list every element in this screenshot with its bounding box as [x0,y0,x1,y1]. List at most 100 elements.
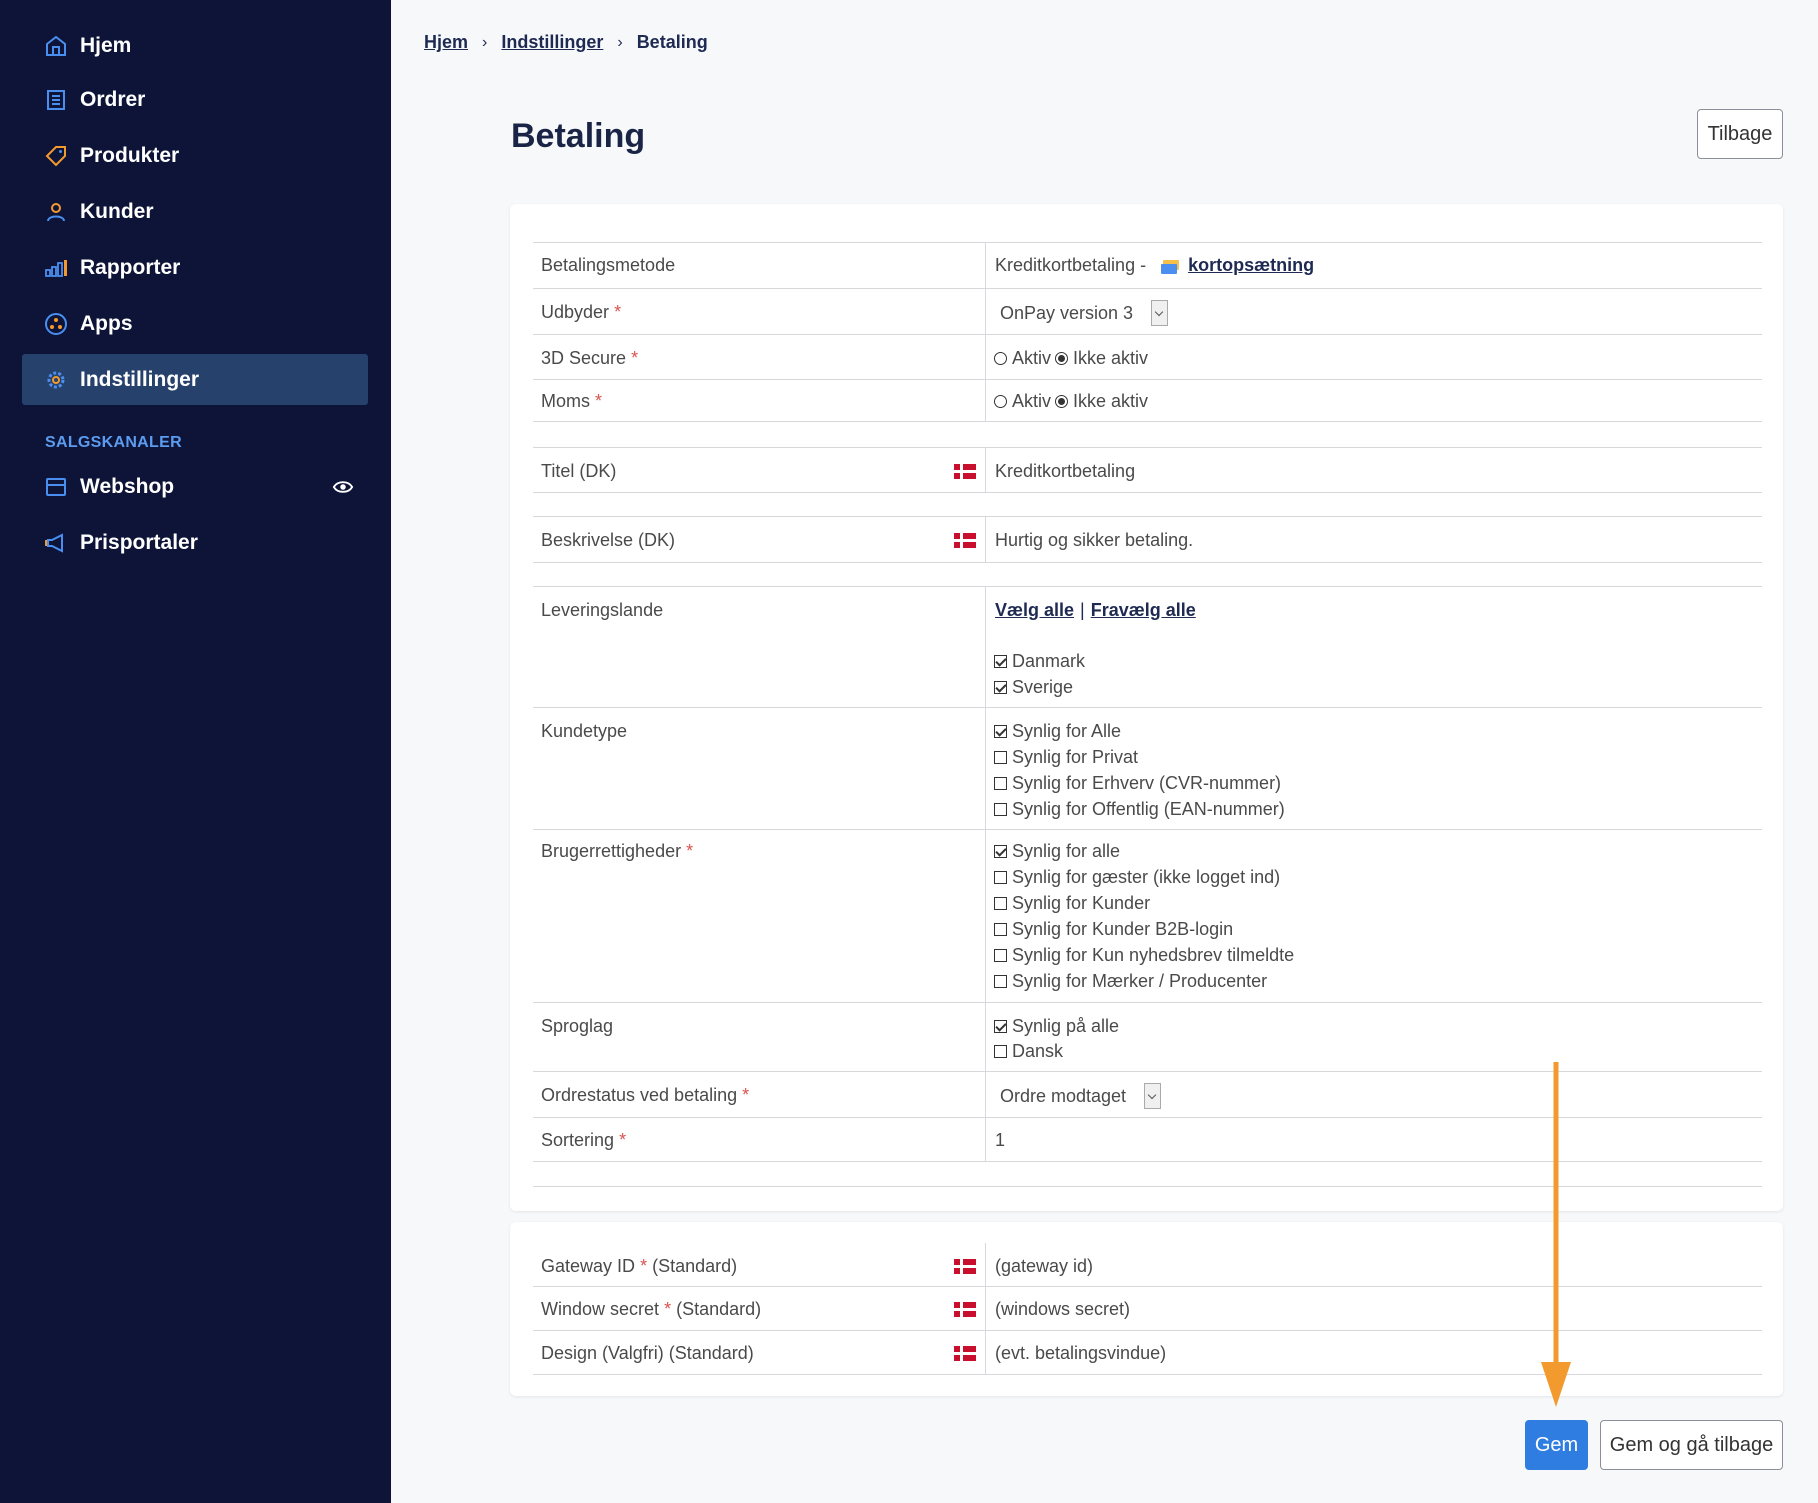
secure3d-options: Aktiv Ikke aktiv [994,348,1148,369]
vat-radio-active[interactable] [994,395,1007,408]
secure3d-radio-inactive[interactable] [1055,352,1069,365]
checkbox[interactable] [994,725,1007,738]
title-input[interactable]: Kreditkortbetaling [995,461,1136,481]
checkbox[interactable] [994,949,1007,962]
user-rights-label: Brugerrettigheder * [541,841,693,862]
card-setup-link[interactable]: kortopsætning [1188,255,1315,275]
breadcrumb-link-hjem[interactable]: Hjem [424,32,469,52]
gateway-id-label: Gateway ID * (Standard) [541,1256,737,1277]
checkbox-label: Synlig for Privat [1012,747,1139,767]
user-rights-option[interactable]: Synlig for Kun nyhedsbrev tilmeldte [994,945,1294,966]
checkbox-label: Sverige [1012,677,1074,697]
checkbox-label: Synlig for Kun nyhedsbrev tilmeldte [1012,945,1295,965]
sidebar-item-apps[interactable]: Apps [22,298,368,349]
sidebar-item-ordrer[interactable]: Ordrer [22,74,368,125]
required-marker: * [640,1256,648,1276]
sidebar-item-webshop[interactable]: Webshop [22,461,368,512]
sidebar-item-label: Prisportaler [80,530,198,554]
secure3d-label: 3D Secure * [541,348,638,369]
sorting-input[interactable]: 1 [995,1130,1006,1150]
sidebar-item-produkter[interactable]: Produkter [22,130,368,181]
description-input[interactable]: Hurtig og sikker betaling. [995,530,1194,550]
link-separator: | [1080,600,1085,620]
checkbox-label: Dansk [1012,1041,1064,1061]
checkbox[interactable] [994,751,1007,764]
sidebar-item-hjem[interactable]: Hjem [22,20,368,71]
window-secret-input[interactable]: (windows secret) [995,1299,1131,1319]
sidebar-item-kunder[interactable]: Kunder [22,186,368,237]
breadcrumb-link-indstillinger[interactable]: Indstillinger [501,32,604,52]
chevron-right-icon: › [482,33,488,51]
language-option[interactable]: Dansk [994,1041,1063,1062]
danish-flag-icon [954,464,976,479]
select-all-link[interactable]: Vælg alle [995,600,1075,620]
required-marker: * [595,391,603,411]
sidebar-item-rapporter[interactable]: Rapporter [22,242,368,293]
sidebar-item-label: Rapporter [80,255,181,279]
sidebar: Hjem Ordrer Produkter Kunder Rapporter A… [0,0,391,1503]
back-button[interactable]: Tilbage [1697,109,1783,159]
checkbox[interactable] [994,803,1007,816]
section-label-salgskanaler: SALGSKANALER [45,434,182,451]
vat-options: Aktiv Ikke aktiv [994,391,1148,412]
customer-type-option[interactable]: Synlig for Privat [994,747,1138,768]
gateway-id-input[interactable]: (gateway id) [995,1256,1094,1276]
danish-flag-icon [954,1346,976,1361]
checkbox-label: Synlig for Alle [1012,721,1122,741]
checkbox[interactable] [994,777,1007,790]
label-suffix: (Standard) [652,1256,738,1276]
country-option[interactable]: Danmark [994,651,1085,672]
deselect-all-link[interactable]: Fravælg alle [1090,600,1196,620]
radio-label: Aktiv [1012,391,1052,411]
sidebar-item-label: Kunder [80,199,154,223]
save-button[interactable]: Gem [1525,1420,1588,1470]
checkbox[interactable] [994,681,1007,694]
checkbox-label: Synlig på alle [1012,1016,1120,1036]
sorting-label: Sortering * [541,1130,626,1151]
required-marker: * [631,348,639,368]
checkbox-label: Synlig for Offentlig (EAN-nummer) [1012,799,1285,819]
required-marker: * [742,1085,750,1105]
design-input[interactable]: (evt. betalingsvindue) [995,1343,1167,1363]
arrow-down-icon [1541,1062,1571,1407]
checkbox-label: Synlig for Kunder B2B-login [1012,919,1234,939]
window-secret-label-text: Window secret [541,1299,660,1319]
provider-select[interactable]: OnPay version 3 [1000,300,1169,326]
customer-type-option[interactable]: Synlig for Alle [994,721,1121,742]
save-and-back-button[interactable]: Gem og gå tilbage [1600,1420,1783,1470]
danish-flag-icon [954,1259,976,1274]
customer-type-option[interactable]: Synlig for Erhverv (CVR-nummer) [994,773,1281,794]
checkbox-label: Synlig for Erhverv (CVR-nummer) [1012,773,1282,793]
sidebar-item-label: Hjem [80,33,132,57]
breadcrumb-current: Betaling [636,32,708,52]
user-rights-option[interactable]: Synlig for Kunder B2B-login [994,919,1233,940]
delivery-select-links: Vælg alle | Fravælg alle [995,600,1196,621]
user-rights-option[interactable]: Synlig for alle [994,841,1120,862]
language-label: Sproglag [541,1016,614,1036]
checkbox[interactable] [994,923,1007,936]
checkbox[interactable] [994,871,1007,884]
sidebar-item-indstillinger[interactable]: Indstillinger [22,354,368,405]
user-rights-option[interactable]: Synlig for Kunder [994,893,1150,914]
checkbox[interactable] [994,897,1007,910]
user-rights-option[interactable]: Synlig for Mærker / Producenter [994,971,1267,992]
country-option[interactable]: Sverige [994,677,1073,698]
provider-select-value: OnPay version 3 [1000,302,1134,323]
vat-radio-inactive[interactable] [1055,395,1069,408]
order-status-select[interactable]: Ordre modtaget [1000,1083,1162,1109]
apps-icon [44,312,68,336]
checkbox[interactable] [994,1020,1007,1033]
secure3d-radio-active[interactable] [994,352,1007,365]
checkbox[interactable] [994,845,1007,858]
user-rights-option[interactable]: Synlig for gæster (ikke logget ind) [994,867,1280,888]
provider-label: Udbyder * [541,302,621,323]
language-option[interactable]: Synlig på alle [994,1016,1119,1037]
customer-type-option[interactable]: Synlig for Offentlig (EAN-nummer) [994,799,1285,820]
checkbox-label: Synlig for gæster (ikke logget ind) [1012,867,1281,887]
payment-method-text: Kreditkortbetaling - [995,255,1147,275]
sidebar-item-prisportaler[interactable]: Prisportaler [22,517,368,568]
checkbox[interactable] [994,655,1007,668]
checkbox[interactable] [994,1045,1007,1058]
checkbox[interactable] [994,975,1007,988]
eye-icon[interactable] [332,476,354,498]
